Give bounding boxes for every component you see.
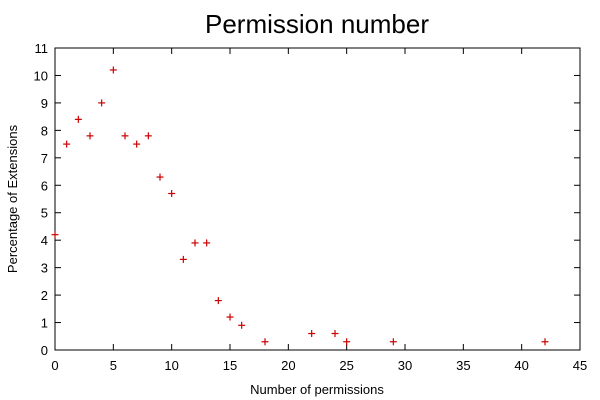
x-tick-label: 0 — [51, 358, 58, 373]
data-point — [331, 330, 339, 338]
y-tick-label: 8 — [41, 123, 48, 138]
y-tick-label: 7 — [41, 151, 48, 166]
data-point — [238, 321, 246, 329]
data-point — [308, 330, 316, 338]
data-point — [541, 338, 549, 346]
y-tick-label: 10 — [34, 68, 48, 83]
data-point — [51, 231, 59, 239]
x-tick-label: 25 — [339, 358, 353, 373]
x-tick-label: 5 — [110, 358, 117, 373]
y-tick-label: 5 — [41, 206, 48, 221]
y-tick-label: 1 — [41, 316, 48, 331]
data-point — [98, 99, 106, 107]
data-point — [179, 255, 187, 263]
y-tick-label: 3 — [41, 261, 48, 276]
data-point — [168, 190, 176, 198]
data-point — [109, 66, 117, 74]
data-point — [261, 338, 269, 346]
chart-title: Permission number — [205, 9, 429, 39]
x-tick-label: 30 — [398, 358, 412, 373]
plot-frame — [54, 47, 581, 351]
y-tick-label: 0 — [41, 343, 48, 358]
data-point — [74, 115, 82, 123]
data-point — [226, 313, 234, 321]
x-axis-label: Number of permissions — [250, 382, 384, 397]
y-tick-label: 9 — [41, 96, 48, 111]
x-tick-label: 35 — [456, 358, 470, 373]
data-point — [214, 297, 222, 305]
data-point — [144, 132, 152, 140]
data-point — [156, 173, 164, 181]
data-point — [133, 140, 141, 148]
data-point — [191, 239, 199, 247]
data-point — [63, 140, 71, 148]
y-tick-label: 4 — [41, 233, 48, 248]
data-point — [389, 338, 397, 346]
data-point — [121, 132, 129, 140]
data-point — [86, 132, 94, 140]
y-tick-label: 6 — [41, 178, 48, 193]
y-tick-label: 2 — [41, 288, 48, 303]
x-tick-label: 45 — [573, 358, 587, 373]
data-point — [203, 239, 211, 247]
data-point — [343, 338, 351, 346]
y-axis-label: Percentage of Extensions — [5, 124, 20, 273]
x-tick-label: 20 — [281, 358, 295, 373]
y-tick-label: 11 — [35, 41, 49, 56]
x-tick-label: 40 — [514, 358, 528, 373]
data-points — [51, 66, 549, 346]
x-tick-label: 15 — [223, 358, 237, 373]
x-tick-label: 10 — [164, 358, 178, 373]
